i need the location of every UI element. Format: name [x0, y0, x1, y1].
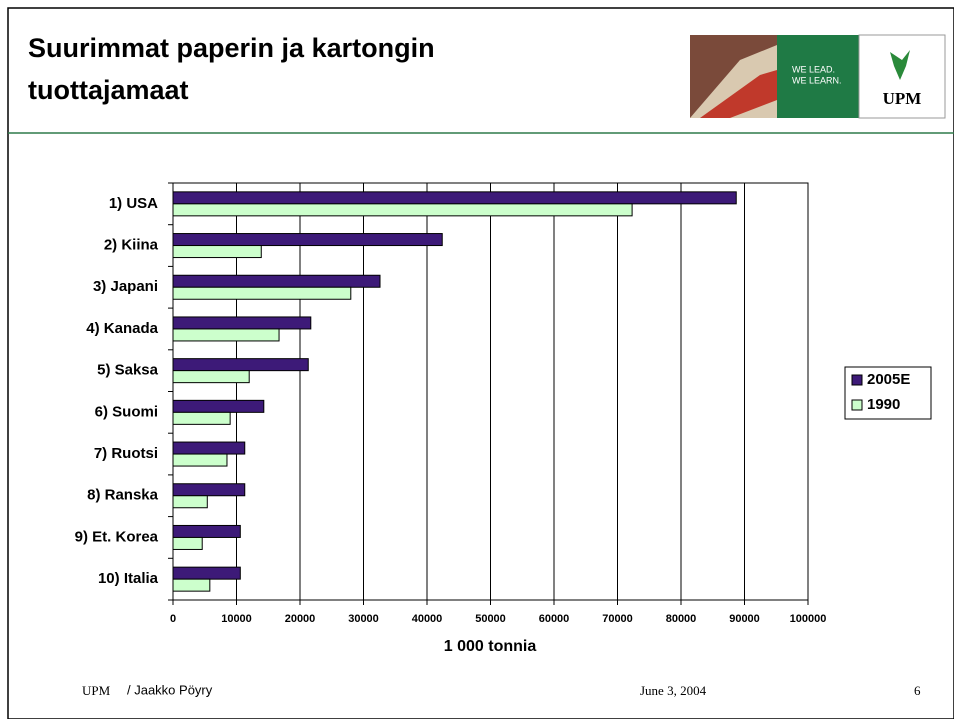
bar	[172, 203, 633, 217]
bar	[172, 358, 309, 372]
y-tick-label: 2) Kiina	[104, 237, 159, 254]
legend-label: 1990	[867, 396, 900, 413]
legend-swatch	[851, 374, 863, 386]
bar	[172, 495, 208, 509]
logo-image-page	[700, 70, 777, 118]
y-tick-label: 1) USA	[109, 195, 158, 212]
y-tick-label: 10) Italia	[98, 570, 159, 587]
x-tick-label: 80000	[666, 613, 697, 625]
x-tick-label: 30000	[348, 613, 379, 625]
footer-page: 6	[914, 683, 921, 698]
logo-slogan: WE LEAD.	[792, 64, 835, 74]
y-tick-label: 5) Saksa	[97, 362, 159, 379]
legend-swatch	[851, 399, 863, 411]
logo-slogan: WE LEARN.	[792, 75, 842, 85]
bar	[172, 441, 246, 455]
x-tick-label: 10000	[221, 613, 252, 625]
bar	[172, 453, 228, 467]
x-tick-label: 20000	[285, 613, 316, 625]
bar	[172, 578, 211, 592]
x-tick-label: 70000	[602, 613, 633, 625]
x-tick-label: 50000	[475, 613, 506, 625]
bar	[172, 566, 241, 580]
y-tick-label: 3) Japani	[93, 278, 158, 295]
x-tick-label: 90000	[729, 613, 760, 625]
y-tick-label: 6) Suomi	[95, 403, 158, 420]
bar	[172, 191, 737, 205]
logo-white	[858, 34, 946, 119]
y-tick-label: 4) Kanada	[86, 320, 158, 337]
footer-date: June 3, 2004	[640, 683, 707, 698]
x-tick-label: 60000	[539, 613, 570, 625]
logo: WE LEAD. WE LEARN. UPM	[690, 34, 946, 119]
bar	[172, 245, 262, 259]
logo-griffin	[890, 50, 910, 80]
x-tick-label: 40000	[412, 613, 443, 625]
bar	[172, 411, 231, 425]
bar	[172, 370, 250, 384]
logo-green	[777, 35, 859, 118]
bar	[172, 524, 241, 538]
footer-author: / Jaakko Pöyry	[127, 682, 213, 697]
bar	[172, 316, 312, 330]
x-tick-label: 100000	[790, 613, 827, 625]
y-tick-label: 8) Ranska	[87, 487, 159, 504]
bar	[172, 328, 280, 342]
slide-title: tuottajamaat	[28, 75, 189, 105]
y-tick-label: 7) Ruotsi	[94, 445, 158, 462]
logo-brand: UPM	[883, 89, 922, 108]
slide-title: Suurimmat paperin ja kartongin	[28, 33, 435, 63]
bar	[172, 536, 203, 550]
footer-company: UPM	[82, 683, 111, 698]
x-axis-title: 1 000 tonnia	[444, 638, 537, 655]
bar	[172, 399, 265, 413]
y-tick-label: 9) Et. Korea	[75, 528, 159, 545]
bar	[172, 274, 381, 288]
legend-label: 2005E	[867, 371, 910, 388]
x-tick-label: 0	[170, 613, 176, 625]
bar	[172, 483, 246, 497]
bar	[172, 286, 352, 300]
bar	[172, 233, 443, 247]
